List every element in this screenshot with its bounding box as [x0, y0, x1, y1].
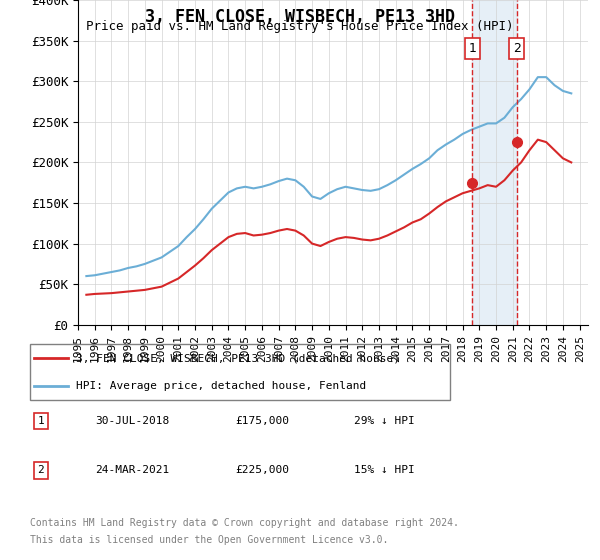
- Text: 2: 2: [37, 465, 44, 475]
- Text: 3, FEN CLOSE, WISBECH, PE13 3HD (detached house): 3, FEN CLOSE, WISBECH, PE13 3HD (detache…: [76, 353, 400, 363]
- Text: 3, FEN CLOSE, WISBECH, PE13 3HD: 3, FEN CLOSE, WISBECH, PE13 3HD: [145, 8, 455, 26]
- Text: 2: 2: [512, 42, 521, 55]
- Text: £225,000: £225,000: [235, 465, 289, 475]
- Text: 29% ↓ HPI: 29% ↓ HPI: [354, 416, 415, 426]
- Text: This data is licensed under the Open Government Licence v3.0.: This data is licensed under the Open Gov…: [30, 535, 388, 545]
- Text: 24-MAR-2021: 24-MAR-2021: [95, 465, 169, 475]
- Text: 1: 1: [37, 416, 44, 426]
- Text: Contains HM Land Registry data © Crown copyright and database right 2024.: Contains HM Land Registry data © Crown c…: [30, 518, 459, 528]
- Text: 30-JUL-2018: 30-JUL-2018: [95, 416, 169, 426]
- Text: Price paid vs. HM Land Registry's House Price Index (HPI): Price paid vs. HM Land Registry's House …: [86, 20, 514, 32]
- Text: HPI: Average price, detached house, Fenland: HPI: Average price, detached house, Fenl…: [76, 381, 367, 391]
- Text: £175,000: £175,000: [235, 416, 289, 426]
- Bar: [472, 0, 517, 325]
- Text: 1: 1: [469, 42, 476, 55]
- Text: 15% ↓ HPI: 15% ↓ HPI: [354, 465, 415, 475]
